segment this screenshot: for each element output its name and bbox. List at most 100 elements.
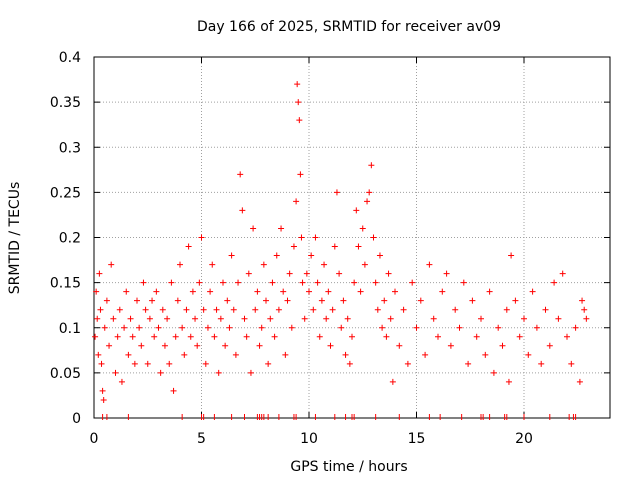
data-point <box>508 252 515 259</box>
data-point <box>357 288 364 295</box>
data-point <box>95 351 102 358</box>
data-point <box>381 297 388 304</box>
data-point <box>364 198 371 205</box>
data-point <box>106 342 113 349</box>
data-point <box>355 243 362 250</box>
data-point <box>314 279 321 286</box>
data-point <box>422 351 429 358</box>
data-point <box>409 279 416 286</box>
data-point <box>538 360 545 367</box>
data-point <box>131 360 138 367</box>
data-point <box>198 234 205 241</box>
data-point <box>318 297 325 304</box>
data-point <box>284 297 291 304</box>
data-point <box>155 324 162 331</box>
data-point <box>181 351 188 358</box>
data-point <box>116 306 123 313</box>
data-point <box>361 261 368 268</box>
data-point <box>179 324 186 331</box>
data-point <box>417 297 424 304</box>
data-point <box>329 306 336 313</box>
y-tick-label: 0.15 <box>50 276 81 292</box>
data-point <box>325 288 332 295</box>
data-point <box>400 306 407 313</box>
data-point <box>232 351 239 358</box>
data-point <box>294 81 301 88</box>
data-point <box>185 243 192 250</box>
data-point <box>290 243 297 250</box>
data-point <box>282 351 289 358</box>
data-point <box>310 306 317 313</box>
data-point <box>256 342 263 349</box>
data-point <box>404 360 411 367</box>
data-point <box>546 342 553 349</box>
data-point <box>267 315 274 322</box>
data-point <box>576 378 583 385</box>
data-point <box>430 315 437 322</box>
data-point <box>516 333 523 340</box>
data-point <box>97 306 104 313</box>
data-point <box>183 306 190 313</box>
data-point <box>542 306 549 313</box>
data-point <box>346 360 353 367</box>
data-point <box>473 333 480 340</box>
data-point <box>151 333 158 340</box>
data-point <box>469 297 476 304</box>
data-point <box>192 315 199 322</box>
data-point <box>125 351 132 358</box>
data-point <box>230 306 237 313</box>
data-point <box>387 315 394 322</box>
y-tick-label: 0.35 <box>50 95 81 111</box>
data-point <box>368 162 375 169</box>
data-point <box>92 333 99 340</box>
data-point <box>505 378 512 385</box>
y-tick-label: 0 <box>72 411 81 427</box>
data-point <box>112 369 119 376</box>
data-point <box>439 288 446 295</box>
data-point <box>413 324 420 331</box>
data-point <box>298 234 305 241</box>
y-axis-label: SRMTID / TECUs <box>7 182 23 295</box>
data-point <box>94 315 101 322</box>
x-tick-label: 15 <box>408 431 426 447</box>
data-point <box>245 270 252 277</box>
data-point <box>204 324 211 331</box>
data-point <box>99 387 106 394</box>
data-point <box>336 270 343 277</box>
ticks: 0 0.05 0.1 0.15 0.2 0.25 0.3 0.35 0.4 0 5 10 15 20 <box>50 50 610 447</box>
data-point <box>211 333 218 340</box>
data-point <box>568 360 575 367</box>
data-point <box>134 297 140 304</box>
data-point <box>344 315 351 322</box>
data-point <box>521 315 527 322</box>
data-point <box>254 288 261 295</box>
data-point <box>271 333 278 340</box>
data-point <box>196 279 203 286</box>
data-point <box>312 234 319 241</box>
data-point <box>250 225 257 232</box>
data-point <box>187 333 194 340</box>
data-point <box>370 234 377 241</box>
data-point <box>321 261 328 268</box>
data-point <box>293 198 300 205</box>
data-point <box>306 288 312 295</box>
data-point <box>529 288 536 295</box>
data-point <box>372 279 379 286</box>
data-points <box>92 81 590 420</box>
data-point <box>342 351 349 358</box>
data-point <box>581 306 588 313</box>
data-point <box>108 261 115 268</box>
data-point <box>456 324 463 331</box>
data-point <box>194 342 201 349</box>
data-point <box>275 306 282 313</box>
data-point <box>308 252 315 259</box>
data-point <box>299 279 306 286</box>
data-point <box>376 252 383 259</box>
data-point <box>338 324 345 331</box>
data-point <box>383 333 390 340</box>
data-point <box>153 288 160 295</box>
data-point <box>447 342 454 349</box>
data-point <box>215 369 222 376</box>
data-point <box>237 171 244 178</box>
